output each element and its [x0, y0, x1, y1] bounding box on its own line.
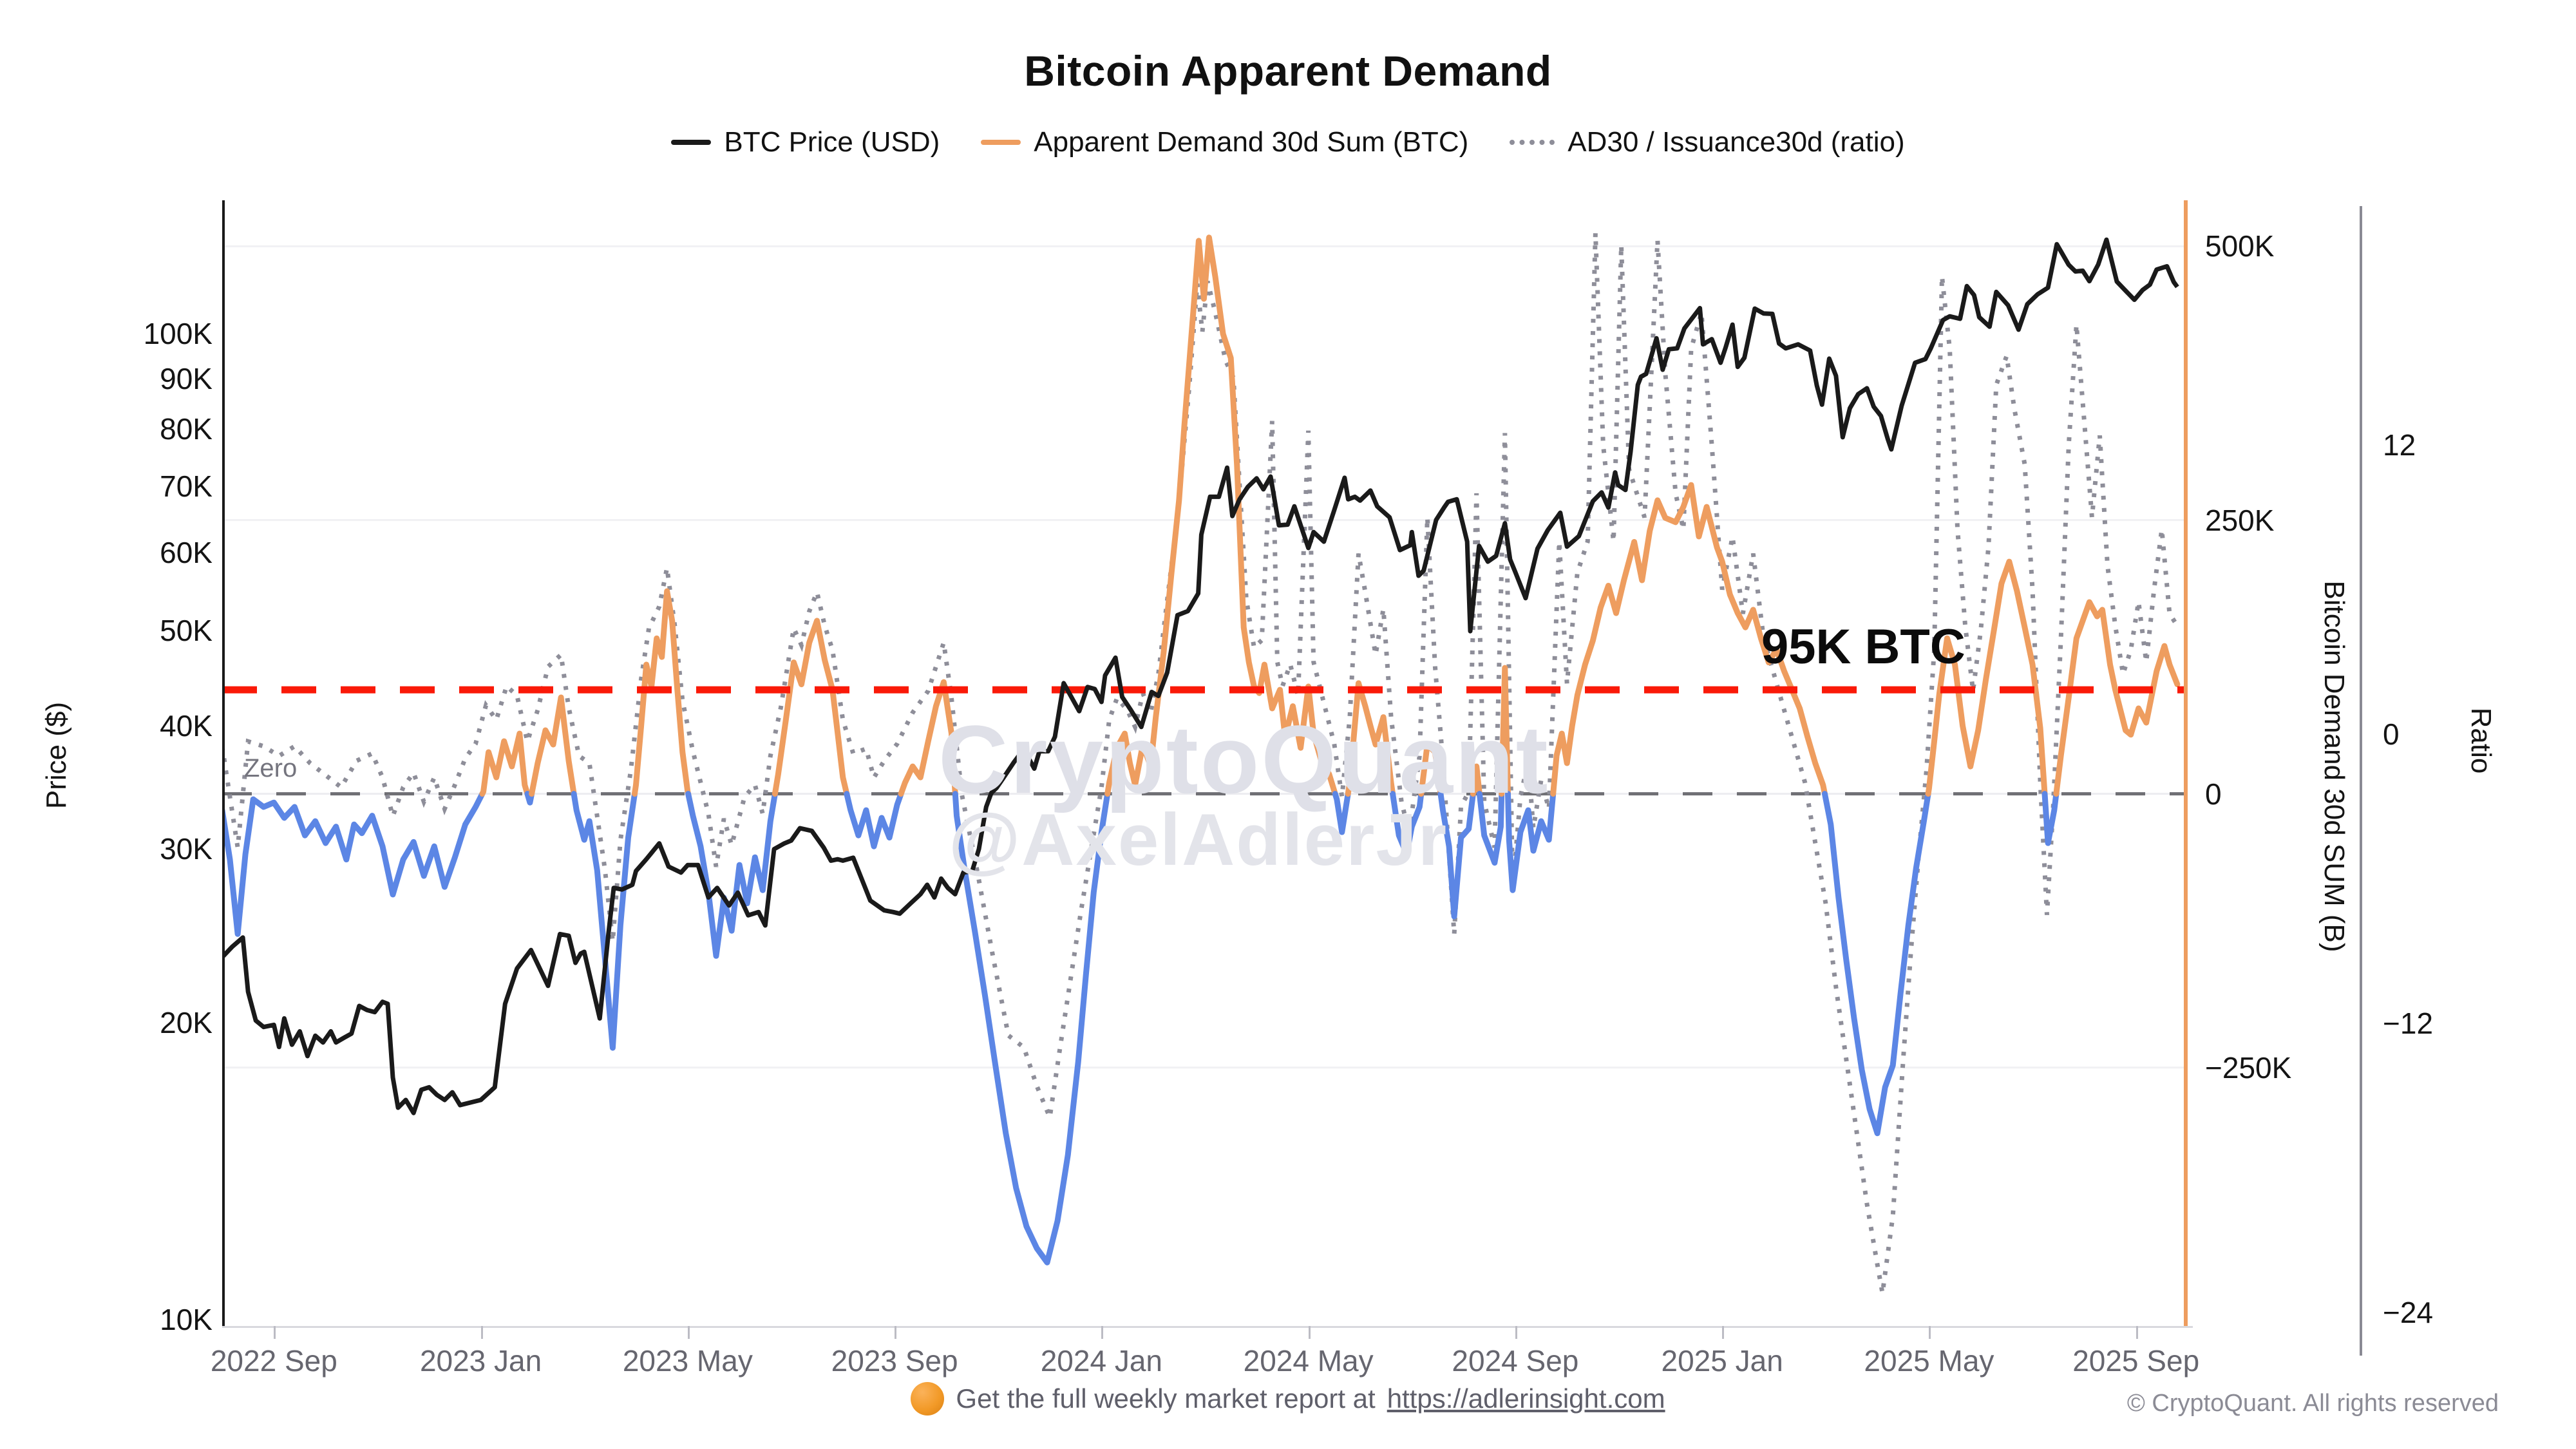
demand-line-negative [844, 791, 904, 849]
demand-line-positive [632, 588, 692, 797]
demand-line-negative [1332, 791, 1351, 835]
demand-line-positive [1104, 234, 1338, 797]
demand-line-positive [772, 618, 850, 797]
ratio-axis-spine [2360, 206, 2362, 1356]
dotted-line-icon [1510, 140, 1555, 145]
solid-line-icon [981, 140, 1021, 145]
demand-line-positive [1418, 741, 1444, 797]
solid-line-icon [671, 140, 712, 145]
demand-line-negative [222, 791, 486, 937]
report-link[interactable]: https://adlerinsight.com [1387, 1383, 1665, 1414]
legend-label: Apparent Demand 30d Sum (BTC) [1034, 126, 1469, 158]
demand-line-negative [524, 791, 535, 806]
demand-line-positive [2053, 599, 2181, 797]
demand-line-positive [1925, 558, 2048, 797]
demand-line-positive [1470, 763, 1482, 797]
demand-line-negative [1476, 791, 1505, 866]
demand-line-positive [1550, 482, 1828, 797]
demand-line-negative [1437, 791, 1476, 920]
watermark-cryptoquant: CryptoQuant [938, 705, 1550, 813]
legend-item-ratio: AD30 / Issuance30d (ratio) [1510, 126, 1905, 158]
legend-label: BTC Price (USD) [724, 126, 940, 158]
watermark-author: @AxelAdlerJr [949, 799, 1448, 881]
threshold-annotation: 95K BTC [1761, 620, 1965, 675]
orange-circle-icon [911, 1382, 945, 1416]
demand-axis-title: Bitcoin Demand 30d SUM (B) [2318, 580, 2350, 952]
demand-line-negative [2041, 791, 2060, 846]
chart-canvas[interactable] [222, 200, 2188, 1326]
footer: Get the full weekly market report at htt… [0, 1382, 2576, 1416]
demand-line-positive [479, 730, 531, 797]
price-line [222, 237, 2179, 1115]
footer-text: Get the full weekly market report at [956, 1383, 1376, 1414]
demand-line-positive [1345, 680, 1396, 797]
demand-line-negative [685, 791, 778, 959]
demand-line-negative [1390, 791, 1425, 857]
legend: BTC Price (USD) Apparent Demand 30d Sum … [0, 126, 2576, 158]
zero-line-label: Zero [244, 753, 298, 782]
plot-area[interactable]: CryptoQuant @AxelAdlerJr Zero 95K BTC [222, 200, 2188, 1326]
ratio-axis-title: Ratio [2465, 707, 2497, 774]
demand-line-positive [529, 694, 577, 797]
demand-line-negative [952, 791, 1111, 1265]
demand-line-positive [898, 679, 958, 797]
price-axis-title: Price ($) [41, 701, 72, 810]
legend-item-apparent-demand: Apparent Demand 30d Sum (BTC) [981, 126, 1468, 158]
price-axis-tick-labels: 100K 90K 80K 70K 60K 50K 40K 30K 20K 10K [143, 316, 213, 1336]
legend-label: AD30 / Issuance30d (ratio) [1567, 126, 1905, 158]
chart-title: Bitcoin Apparent Demand [1024, 47, 1552, 95]
demand-line-positive [1499, 665, 1511, 797]
demand-line-negative [1505, 791, 1557, 893]
x-axis-line [222, 1326, 2193, 1328]
demand-line-negative [571, 791, 638, 1051]
legend-item-btc-price: BTC Price (USD) [671, 126, 940, 158]
demand-line-negative [1822, 791, 1931, 1137]
copyright-notice: © CryptoQuant. All rights reserved [2126, 1390, 2499, 1417]
